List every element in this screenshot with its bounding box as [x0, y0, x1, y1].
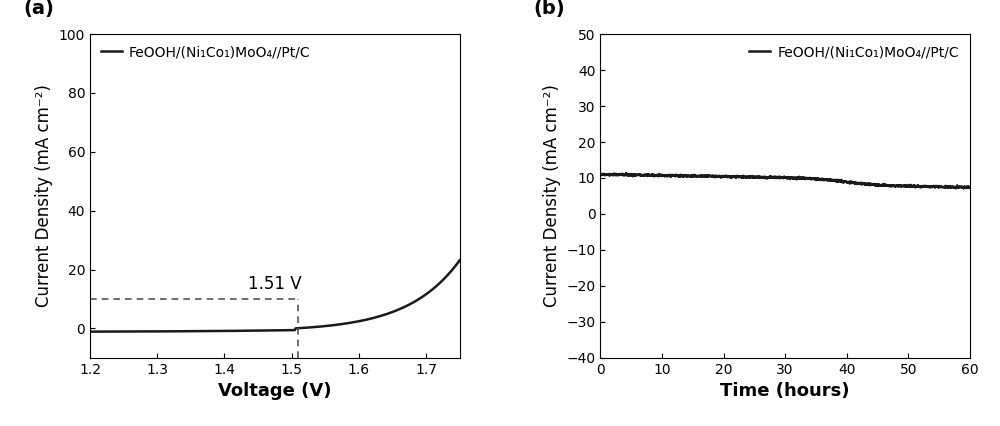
Text: 1.51 V: 1.51 V	[248, 275, 302, 293]
Text: (b): (b)	[534, 0, 565, 18]
Y-axis label: Current Density (mA cm⁻²): Current Density (mA cm⁻²)	[543, 84, 561, 308]
Legend: FeOOH/(Ni₁Co₁)MoO₄//Pt/C: FeOOH/(Ni₁Co₁)MoO₄//Pt/C	[745, 41, 963, 63]
Legend: FeOOH/(Ni₁Co₁)MoO₄//Pt/C: FeOOH/(Ni₁Co₁)MoO₄//Pt/C	[97, 41, 315, 63]
X-axis label: Voltage (V): Voltage (V)	[218, 382, 332, 400]
Y-axis label: Current Density (mA cm⁻²): Current Density (mA cm⁻²)	[35, 84, 53, 308]
Text: (a): (a)	[23, 0, 54, 18]
X-axis label: Time (hours): Time (hours)	[720, 382, 850, 400]
